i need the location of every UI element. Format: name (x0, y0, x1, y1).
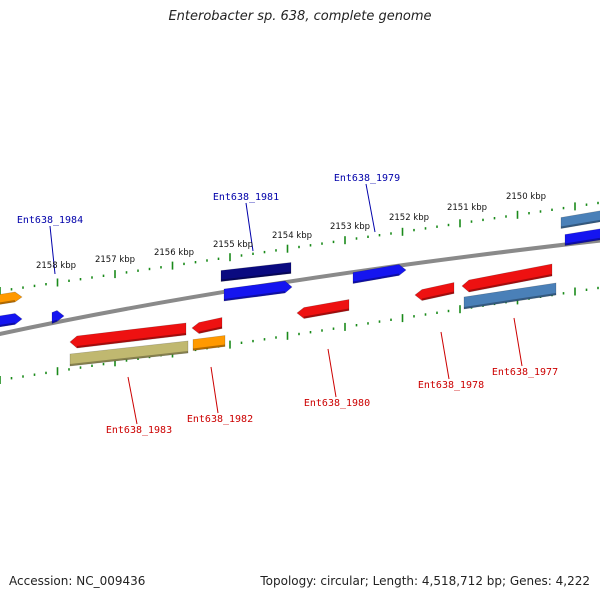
leader-line (210, 366, 219, 414)
gene-arrow-shade (76, 333, 187, 348)
gene-arrow (223, 280, 293, 302)
gene-arrow-shade (198, 326, 223, 334)
gene-arrow (461, 263, 553, 293)
gene-arrow-shade (468, 274, 553, 292)
gene-label-bottom: Ent638_1978 (418, 380, 484, 391)
gene-arrow (0, 291, 23, 305)
gene-arrow (560, 210, 600, 229)
gene-arrow-shade (0, 322, 16, 327)
scale-label: 2155 kbp (213, 240, 253, 250)
leader-line (245, 202, 254, 252)
leader-line (49, 225, 56, 275)
genome-backbone (0, 238, 600, 336)
leader-line (513, 317, 523, 367)
accession-label: Accession: NC_009436 (9, 574, 146, 588)
scale-label: 2154 kbp (272, 231, 312, 241)
leader-line (127, 376, 138, 425)
gene-arrow-shade (352, 273, 400, 284)
page-title: Enterobacter sp. 638, complete genome (168, 9, 432, 24)
gene-arrow (414, 282, 455, 301)
gene-arrow (69, 322, 187, 349)
topology-label: Topology: circular; Length: 4,518,712 bp… (260, 574, 590, 588)
gene-arrow (191, 317, 223, 334)
labels: 2158 kbp 2157 kbp 2156 kbp 2155 kbp 2154 kbp… (17, 173, 558, 436)
gene-arrow-shade (564, 237, 600, 246)
leader-line (365, 183, 376, 233)
gene-arrow (463, 282, 557, 310)
gene-arrow (564, 228, 600, 246)
gene-label-top: Ent638_1979 (334, 173, 400, 184)
gene-arrow-shade (69, 351, 189, 366)
gene-arrow-shade (220, 271, 292, 282)
gene-arrow-shade (560, 219, 600, 229)
gene-arrow (352, 264, 407, 284)
gene-label-bottom: Ent638_1982 (187, 414, 253, 425)
gene-arrow (220, 262, 292, 282)
gene-label-bottom: Ent638_1980 (304, 398, 370, 409)
gene-label-bottom: Ent638_1983 (106, 425, 172, 436)
label-leaders (49, 183, 523, 425)
gene-arrow (192, 335, 226, 351)
gene-features (0, 210, 600, 367)
gene-arrow-shade (51, 319, 58, 324)
gene-arrow-shade (0, 300, 16, 305)
gene-arrow-shade (463, 293, 557, 309)
gene-label-bottom: Ent638_1977 (492, 367, 558, 378)
gene-arrow-shade (223, 291, 286, 301)
leader-line (440, 331, 450, 380)
leader-line (327, 348, 337, 398)
gene-arrow-shade (192, 344, 226, 351)
gene-arrow (296, 299, 350, 319)
gene-arrow-shade (303, 308, 350, 319)
scale-label: 2156 kbp (154, 248, 194, 258)
gene-label-top: Ent638_1984 (17, 215, 83, 226)
gene-label-top: Ent638_1981 (213, 192, 279, 203)
gene-arrow (0, 313, 23, 328)
gene-arrow (69, 340, 189, 367)
scale-label: 2157 kbp (95, 255, 135, 265)
scale-ticks (0, 201, 599, 384)
scale-label: 2151 kbp (447, 203, 487, 213)
scale-label: 2153 kbp (330, 222, 370, 232)
gene-arrow (51, 310, 65, 324)
scale-label: 2158 kbp (36, 261, 76, 271)
gene-arrow-shade (421, 291, 455, 301)
scale-label: 2152 kbp (389, 213, 429, 223)
scale-label: 2150 kbp (506, 192, 546, 202)
